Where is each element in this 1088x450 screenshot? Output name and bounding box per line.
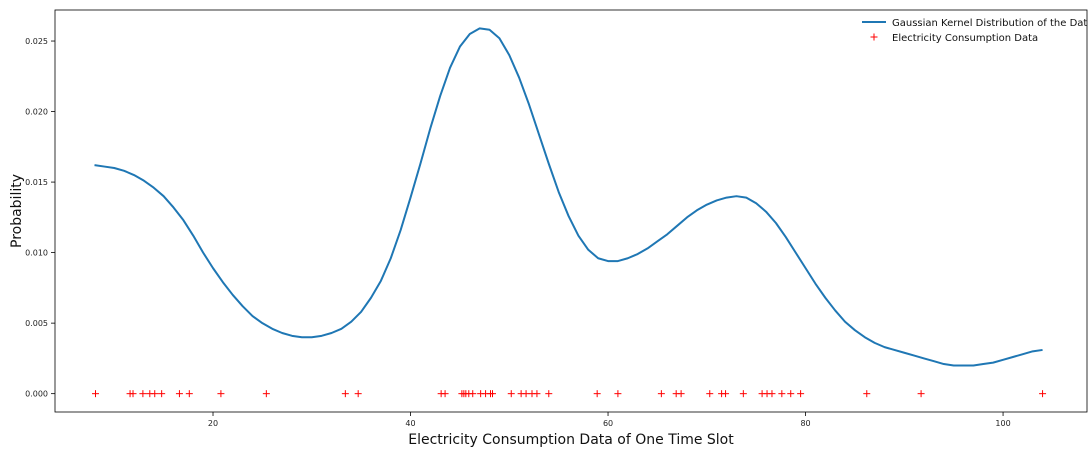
data-point-marker (175, 390, 183, 398)
x-tick-label: 60 (603, 419, 613, 428)
data-point-marker (151, 390, 159, 398)
y-tick-label: 0.000 (25, 390, 48, 399)
data-point-marker (507, 390, 515, 398)
plot-area (54, 9, 1088, 413)
x-tick-label: 80 (800, 419, 810, 428)
data-point-marker (533, 390, 541, 398)
data-point-marker (917, 390, 925, 398)
data-point-marker (677, 390, 685, 398)
y-tick-label: 0.025 (25, 37, 48, 46)
data-point-marker (129, 390, 137, 398)
legend-label-data: Electricity Consumption Data (892, 33, 1038, 44)
data-point-marker (354, 390, 362, 398)
data-point-marker (722, 390, 730, 398)
y-axis-ticks: 0.000 0.005 0.010 0.015 0.020 0.025 (25, 37, 55, 399)
kde-series-line (94, 27, 1043, 367)
x-tick-label: 20 (208, 419, 218, 428)
data-point-marker (657, 390, 665, 398)
data-point-marker (768, 390, 776, 398)
data-point-marker (522, 390, 530, 398)
data-point-marker (158, 390, 166, 398)
data-point-marker (441, 390, 449, 398)
data-point-marker (1039, 390, 1047, 398)
data-point-marker (614, 390, 622, 398)
legend: Gaussian Kernel Distribution of the Data… (862, 18, 1088, 44)
x-tick-label: 100 (995, 419, 1010, 428)
y-tick-label: 0.020 (25, 108, 48, 117)
y-tick-label: 0.010 (25, 249, 48, 258)
legend-swatch-data-marker (870, 33, 878, 41)
data-point-marker (91, 390, 99, 398)
x-axis-ticks: 20 40 60 80 100 (208, 412, 1011, 428)
data-point-marker (341, 390, 349, 398)
legend-label-kde: Gaussian Kernel Distribution of the Data (892, 18, 1088, 29)
data-point-marker (262, 390, 270, 398)
data-point-marker (787, 390, 795, 398)
plot-frame (54, 9, 1088, 413)
y-tick-label: 0.015 (25, 178, 48, 187)
data-point-marker (593, 390, 601, 398)
series-layer (91, 27, 1047, 398)
data-point-marker (706, 390, 714, 398)
data-point-marker (469, 390, 477, 398)
data-point-marker (545, 390, 553, 398)
data-point-marker (185, 390, 193, 398)
data-point-marker (797, 390, 805, 398)
data-point-marker (217, 390, 225, 398)
data-point-marker (139, 390, 147, 398)
x-axis-label: Electricity Consumption Data of One Time… (408, 432, 734, 448)
data-point-marker (778, 390, 786, 398)
x-tick-label: 40 (405, 419, 415, 428)
data-point-marker (863, 390, 871, 398)
y-axis-label: Probability (9, 174, 25, 248)
y-tick-label: 0.005 (25, 319, 48, 328)
data-point-marker (739, 390, 747, 398)
data-point-marker (488, 390, 496, 398)
